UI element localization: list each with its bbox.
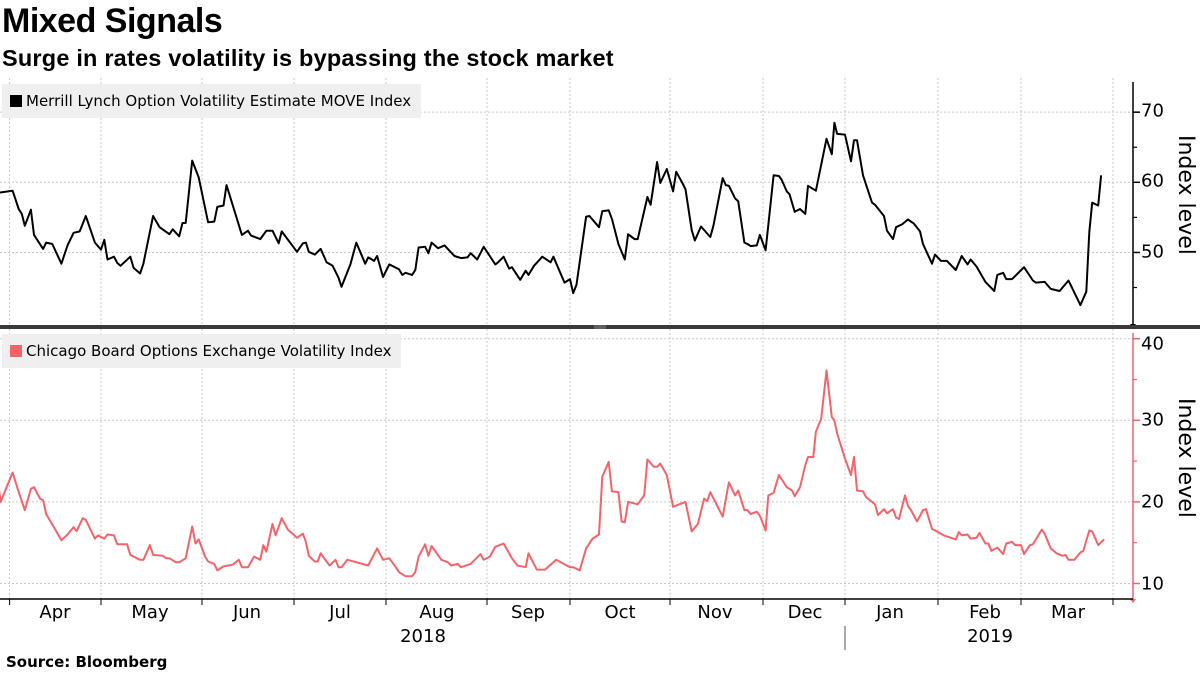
panel-divider xyxy=(0,325,1200,329)
y-tick-label-top: 50 xyxy=(1141,241,1164,263)
series-lines xyxy=(0,121,1105,578)
x-tick-label: Jul xyxy=(329,602,351,623)
y-axis-title-bottom: Index level xyxy=(1173,398,1198,518)
y-tick-label-bottom: 40 xyxy=(1141,333,1164,355)
y-tick-label-bottom: 30 xyxy=(1141,409,1164,431)
axes xyxy=(0,82,1200,650)
y-tick-label-bottom: 20 xyxy=(1141,491,1164,513)
chart-title: Mixed Signals xyxy=(2,2,223,40)
x-tick-label: May xyxy=(131,602,169,623)
x-tick-label: Jan xyxy=(876,602,904,623)
x-tick-label: Feb xyxy=(969,602,1001,623)
x-tick-label: Nov xyxy=(697,602,733,623)
x-tick-label: Oct xyxy=(604,602,636,623)
x-tick-label: Mar xyxy=(1051,602,1085,623)
x-tick-label: Aug xyxy=(419,602,455,623)
x-tick-label: Apr xyxy=(39,602,71,623)
y-axis-title-top: Index level xyxy=(1173,135,1198,255)
vix-index-line xyxy=(0,369,1105,578)
legend-label-vix: Chicago Board Options Exchange Volatilit… xyxy=(26,342,392,360)
y-tick-label-bottom: 10 xyxy=(1141,573,1164,595)
legend-swatch-move xyxy=(10,95,22,107)
move-index-line xyxy=(0,121,1103,307)
chart-subtitle: Surge in rates volatility is bypassing t… xyxy=(2,45,614,71)
x-year-label-2018: 2018 xyxy=(400,626,446,647)
y-tick-label-top: 60 xyxy=(1141,170,1164,192)
legend-label-move: Merrill Lynch Option Volatility Estimate… xyxy=(26,92,412,110)
legend-move: Merrill Lynch Option Volatility Estimate… xyxy=(2,84,422,118)
legend-swatch-vix xyxy=(10,345,22,357)
x-tick-label: Jun xyxy=(232,602,262,623)
legend-vix: Chicago Board Options Exchange Volatilit… xyxy=(2,334,402,368)
y-axis-arrow xyxy=(1130,599,1136,603)
y-tick-label-top: 70 xyxy=(1141,100,1164,122)
x-tick-label: Sep xyxy=(511,602,545,623)
source-note: Source: Bloomberg xyxy=(6,653,168,671)
x-year-label-2019: 2019 xyxy=(967,626,1013,647)
gridlines xyxy=(0,78,1133,599)
x-tick-label: Dec xyxy=(787,602,823,623)
